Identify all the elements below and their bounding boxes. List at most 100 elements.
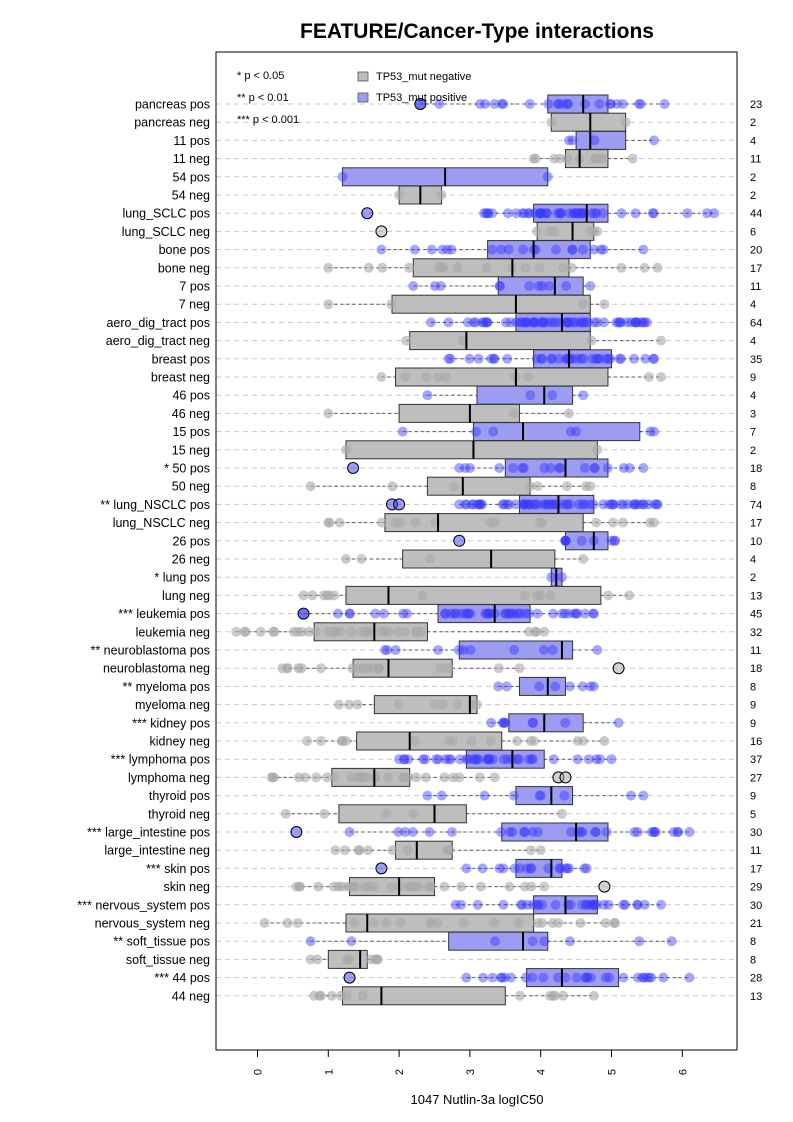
data-point [630,317,641,328]
data-point [483,208,494,219]
row-count: 64 [750,317,762,329]
data-point [323,299,334,310]
box-neg [302,731,610,751]
data-point [461,972,472,983]
data-point [585,972,596,983]
data-point [645,426,656,437]
data-point [332,608,343,619]
data-point [537,899,548,910]
data-point [458,645,469,655]
row-count: 13 [750,590,762,602]
data-point [324,517,335,528]
data-point [571,426,582,437]
data-point [518,244,529,255]
row-count: 9 [750,718,756,730]
data-point [590,827,601,837]
data-point [632,899,643,910]
data-point [564,936,575,947]
data-point [641,972,652,983]
box-neg [394,185,447,205]
data-point [548,754,559,765]
data-point [559,790,570,801]
data-point [455,754,466,765]
data-point [387,845,398,856]
data-point [638,972,649,983]
row-label: lung_SCLC neg [122,225,210,239]
data-point [564,317,575,328]
x-tick-label: 0 [253,1069,265,1075]
data-point [440,608,451,619]
data-point [558,99,569,109]
data-point [500,717,511,728]
data-point [616,208,627,219]
data-point [618,463,629,473]
box-pos [564,130,659,150]
box-neg [323,258,663,278]
data-point [554,463,565,473]
data-point [592,353,603,364]
data-point [432,918,443,928]
data-point [337,736,348,746]
data-point [444,736,455,746]
data-point [488,426,499,437]
data-point [341,444,351,455]
data-point [484,754,495,765]
data-point [399,754,410,765]
data-point [562,481,573,492]
data-point [627,153,638,164]
data-point [606,499,617,510]
data-point [445,353,456,364]
row-count: 8 [750,954,756,966]
data-point [481,317,492,328]
data-point [620,899,631,910]
data-point [515,317,526,328]
data-point [518,463,529,473]
data-point [649,827,660,837]
data-point [507,827,518,837]
data-point [363,845,374,856]
data-point [546,353,557,364]
data-point [539,881,550,892]
data-point [629,827,640,837]
iqr-box [550,112,627,132]
outlier-point [559,771,572,784]
data-point [588,608,599,619]
data-point [539,936,550,947]
data-point [576,317,587,328]
data-point [518,499,529,510]
data-point [567,135,578,146]
data-point [329,881,340,892]
data-point [460,499,471,510]
data-point [575,353,586,364]
data-point [341,554,351,564]
data-point [578,299,589,310]
row-count: 13 [750,991,762,1003]
x-tick-label: 1 [323,1069,335,1075]
data-point [625,317,636,328]
data-point [541,208,552,219]
iqr-box [465,749,545,769]
data-point [652,262,663,273]
significance-key-1: * p < 0.05 [237,70,284,82]
data-point [606,754,617,765]
row-count: 74 [750,499,762,511]
data-point [300,772,311,783]
row-count: 4 [750,390,756,402]
data-point [531,353,542,364]
row-label: 15 pos [172,425,210,439]
data-point [585,899,596,910]
data-point [361,626,372,637]
data-point [564,408,575,419]
row-counts: 2324112244620171146443594372188741710421… [750,99,762,1003]
data-point [319,808,330,819]
data-point [499,972,510,983]
data-point [496,972,507,983]
data-point [456,881,467,892]
data-point [344,827,355,837]
data-point [445,754,456,765]
data-point [538,972,549,983]
box-pos [422,385,589,405]
data-point [542,499,553,510]
data-point [497,717,508,728]
row-count: 21 [750,918,762,930]
